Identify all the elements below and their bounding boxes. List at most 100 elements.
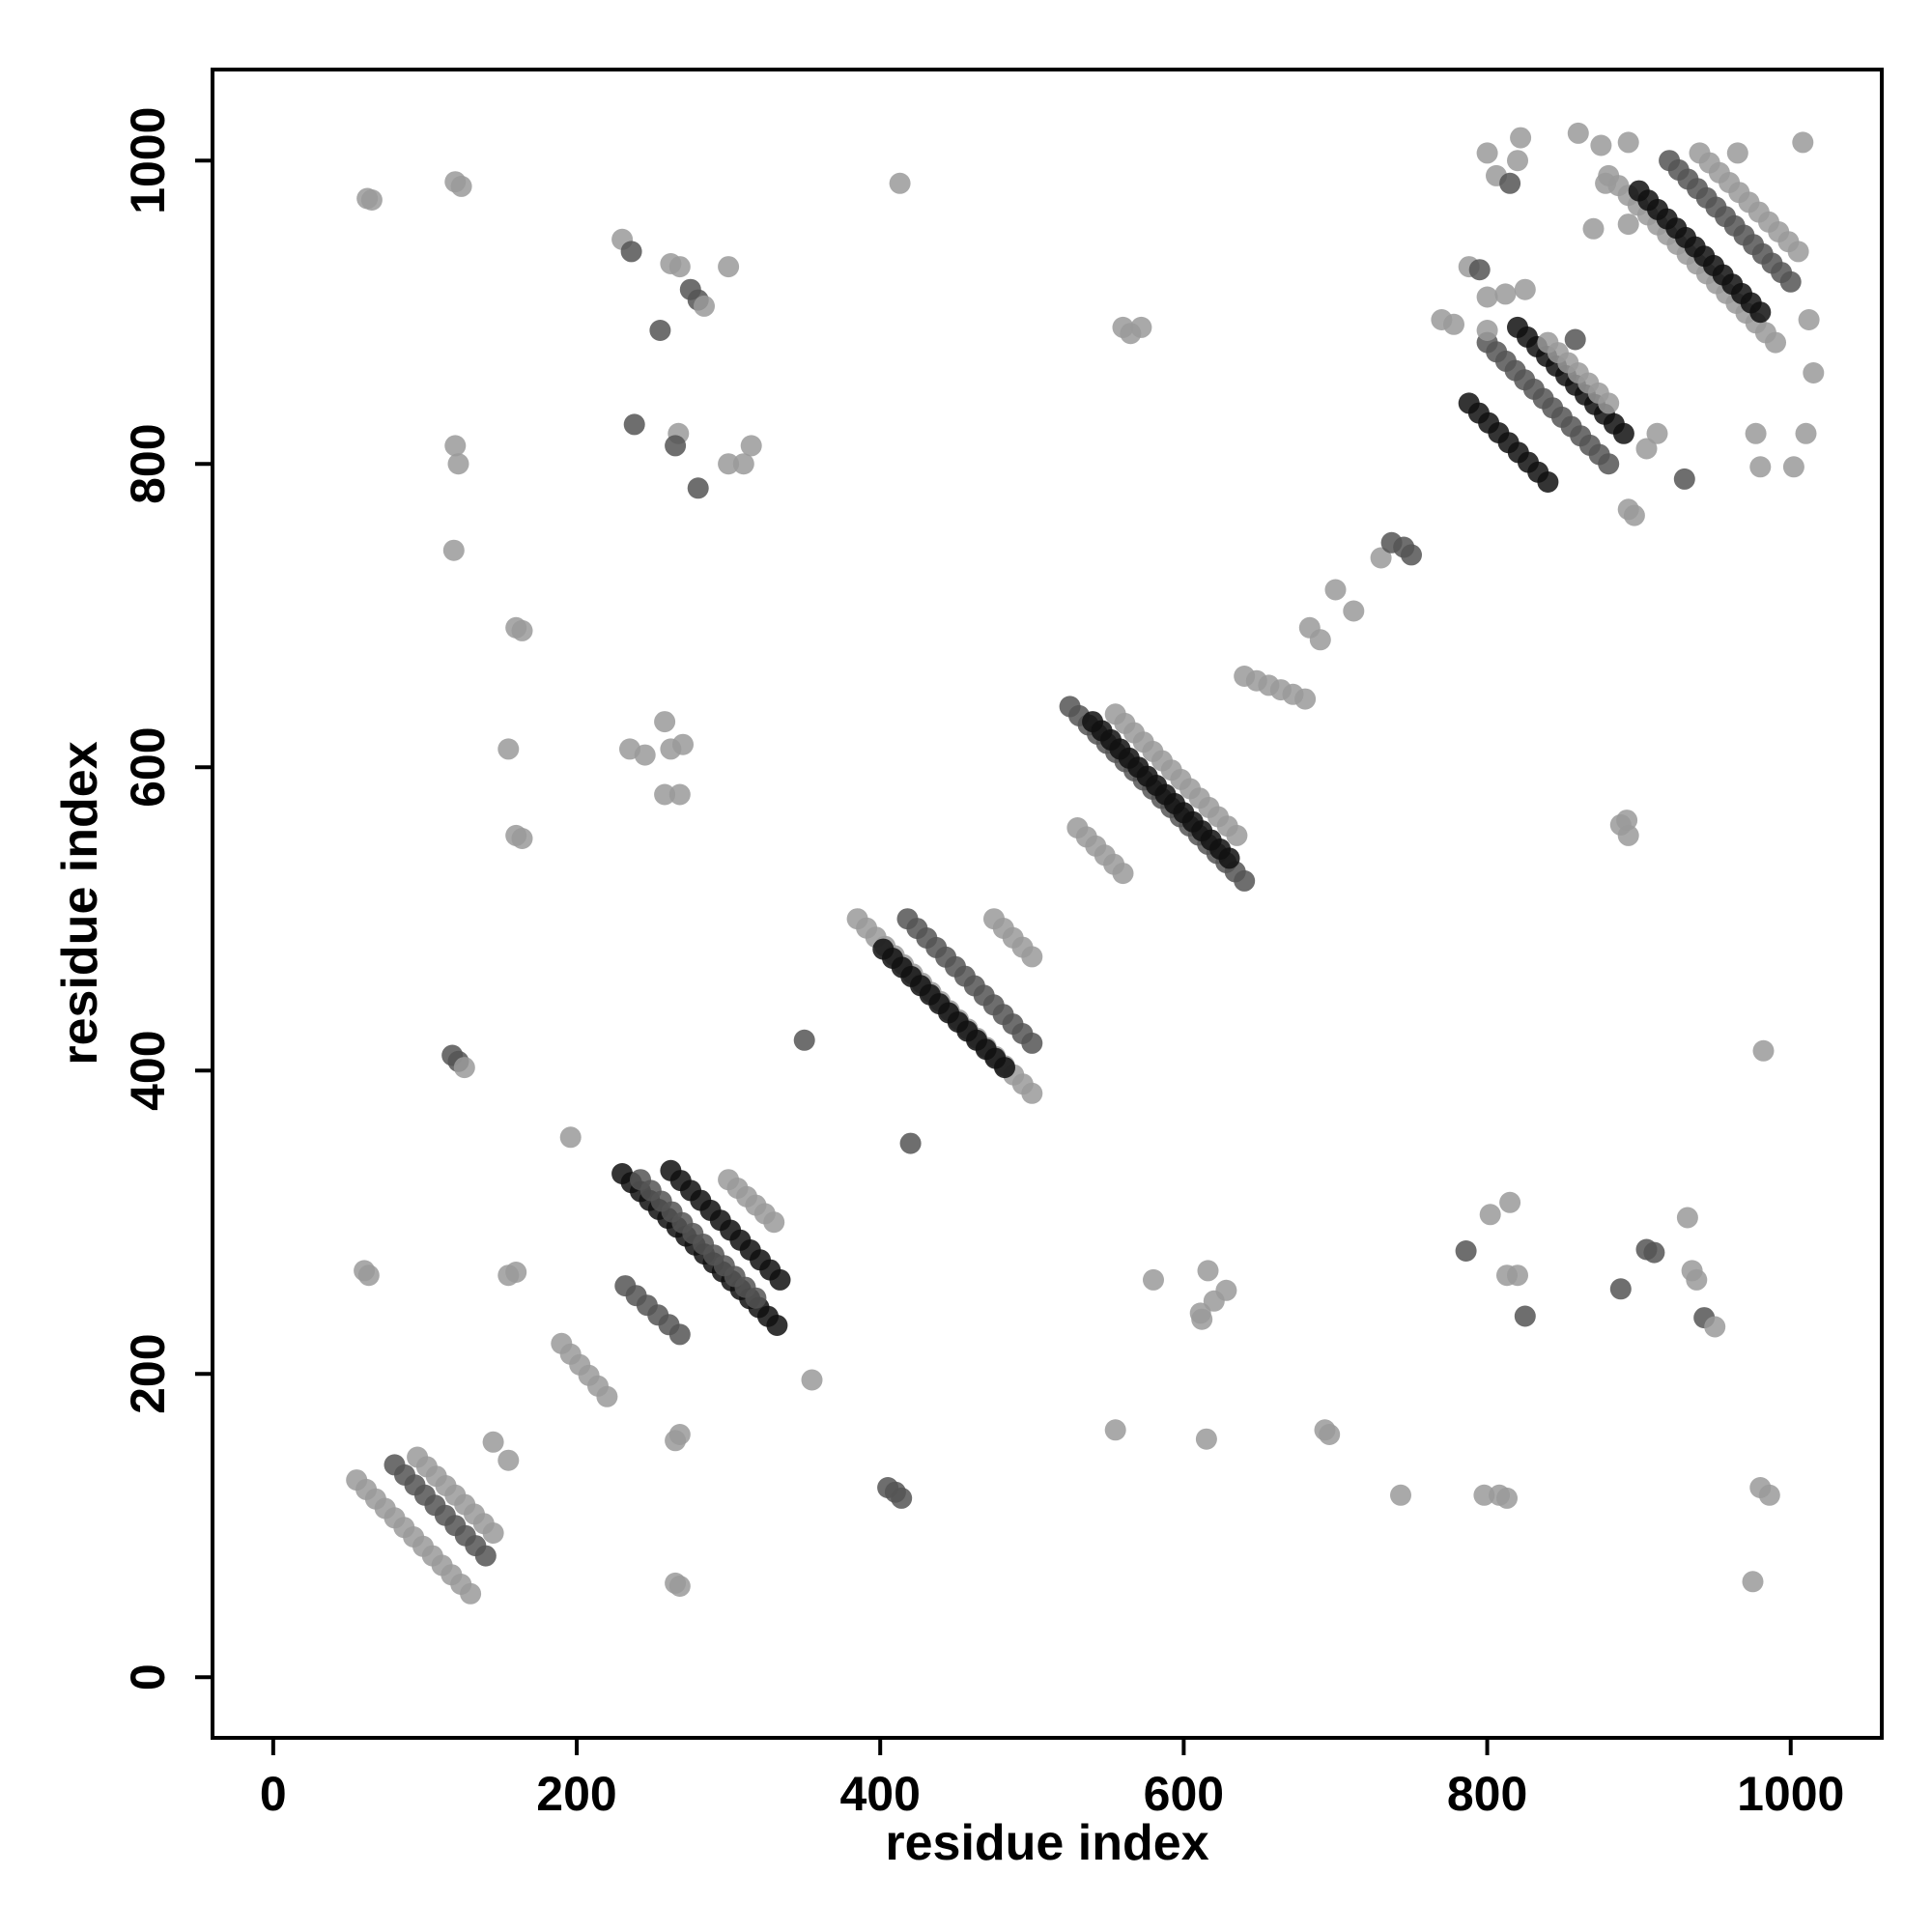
contact-point (1309, 629, 1331, 651)
contact-point (668, 256, 691, 278)
x-axis-title: residue index (885, 1815, 1208, 1871)
contact-point (1443, 313, 1464, 335)
contact-point (1595, 172, 1617, 194)
contact-point (1507, 1264, 1528, 1287)
contact-point (1686, 1268, 1708, 1291)
contact-point (1112, 863, 1134, 885)
y-tick-label: 800 (121, 423, 175, 503)
contact-point (1779, 270, 1802, 293)
contact-point (460, 1582, 482, 1605)
contact-point (1798, 309, 1820, 330)
contact-point (1749, 456, 1772, 478)
contact-point (732, 453, 754, 475)
contact-point (763, 1211, 785, 1234)
contact-point (1197, 1260, 1219, 1282)
contact-point (1537, 471, 1559, 493)
contact-point (769, 1268, 791, 1291)
contact-point (1617, 131, 1639, 154)
contact-point (474, 1545, 497, 1567)
contact-point (1021, 1082, 1043, 1104)
contact-point (1590, 134, 1612, 156)
contact-point (1215, 1279, 1237, 1301)
contact-point (497, 738, 520, 760)
contact-point (450, 175, 472, 197)
contact-point (1765, 331, 1786, 354)
contact-point (1455, 1240, 1477, 1262)
contact-point (649, 320, 671, 341)
contact-point (1218, 847, 1240, 869)
contact-point (1468, 259, 1491, 281)
contact-point (1191, 1308, 1213, 1330)
contact-point (1476, 142, 1498, 164)
y-tick-label: 200 (121, 1333, 175, 1413)
contact-point (766, 1315, 788, 1336)
contact-point (801, 1369, 823, 1391)
contact-point (497, 1449, 520, 1471)
contact-point (687, 477, 709, 499)
contact-point (1319, 1424, 1341, 1445)
contact-point (1473, 1484, 1495, 1506)
contact-point (1130, 316, 1152, 338)
contact-point (1646, 422, 1668, 444)
contact-point (511, 619, 533, 641)
contact-point (1564, 328, 1586, 351)
contact-point (1499, 1191, 1521, 1213)
y-tick-label: 1000 (121, 107, 175, 214)
contact-point (1582, 217, 1605, 240)
contact-point (1598, 453, 1620, 475)
contact-point (668, 783, 691, 806)
contact-point (447, 453, 469, 475)
x-tick-label: 800 (1447, 1767, 1527, 1821)
contact-point (357, 1264, 380, 1287)
contact-point (891, 1487, 913, 1509)
contact-point (1499, 172, 1521, 194)
contact-point (1782, 456, 1804, 478)
contact-point (1324, 579, 1347, 601)
contact-point (793, 1029, 815, 1051)
contact-point (1676, 1207, 1698, 1229)
contact-point (1234, 869, 1256, 892)
contact-point (1749, 301, 1772, 324)
contact-point (559, 1126, 582, 1149)
contact-point (1195, 1428, 1217, 1450)
contact-point (1612, 422, 1634, 444)
contact-point (1643, 1241, 1665, 1264)
contact-point (1496, 1487, 1518, 1509)
contact-point (1494, 283, 1517, 305)
contact-point (1787, 241, 1809, 263)
contact-point (1726, 142, 1748, 164)
x-tick-label: 1000 (1737, 1767, 1844, 1821)
points-layer (346, 122, 1825, 1605)
y-tick-label: 600 (121, 726, 175, 807)
contact-point (718, 256, 740, 278)
contact-point (1792, 131, 1814, 154)
x-tick-label: 400 (839, 1767, 920, 1821)
contact-point (1401, 544, 1422, 566)
contact-point (718, 453, 740, 475)
contact-point (442, 539, 465, 561)
contact-point (1567, 122, 1589, 144)
contact-point (1609, 1278, 1632, 1300)
contact-point (596, 1385, 618, 1407)
contact-point (444, 435, 467, 457)
contact-point (1143, 1268, 1164, 1291)
contact-point (1616, 810, 1638, 832)
contact-point (1021, 946, 1043, 968)
contact-point (1104, 1419, 1126, 1441)
contact-point (360, 189, 383, 211)
contact-point (1742, 1571, 1764, 1593)
y-tick-label: 0 (121, 1663, 175, 1690)
contact-point (620, 241, 642, 263)
contact-point (1635, 438, 1658, 460)
contact-point (1514, 1305, 1536, 1327)
contact-point (1598, 392, 1620, 414)
contact-point (1758, 1484, 1780, 1506)
contact-point (1476, 286, 1498, 308)
x-axis-ticks: 0 200 400 600 800 1000 (260, 1738, 1844, 1821)
contact-point (1745, 422, 1767, 444)
contact-point (1673, 468, 1695, 490)
contact-point (1803, 362, 1825, 384)
contact-point (1704, 1316, 1726, 1338)
x-tick-label: 200 (536, 1767, 616, 1821)
